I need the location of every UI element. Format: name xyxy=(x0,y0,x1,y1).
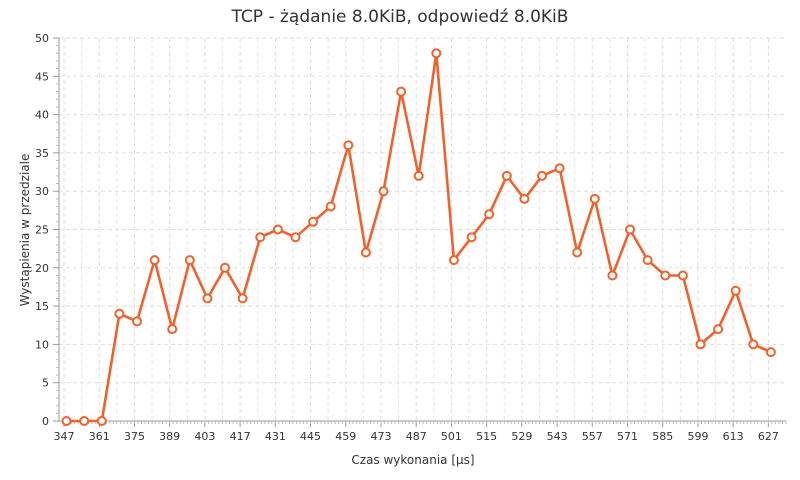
x-axis-label: Czas wykonania [µs] xyxy=(351,453,474,467)
x-tick-label: 529 xyxy=(511,430,532,443)
y-tick-label: 35 xyxy=(35,147,49,160)
data-point xyxy=(202,293,213,304)
x-tick-label: 375 xyxy=(124,430,145,443)
x-tick-label: 431 xyxy=(265,430,286,443)
grid xyxy=(59,37,786,421)
x-tick-label: 361 xyxy=(89,430,110,443)
data-point xyxy=(255,232,266,243)
y-axis-label: Wystąpienia w przedziale xyxy=(18,154,32,307)
data-point xyxy=(184,255,195,266)
data-point xyxy=(96,416,107,426)
data-point xyxy=(237,293,248,304)
data-point xyxy=(272,224,283,235)
x-tick-label: 403 xyxy=(194,430,215,443)
y-tick-label: 25 xyxy=(35,224,49,237)
data-point xyxy=(607,270,618,281)
data-point xyxy=(343,140,354,151)
x-tick-label: 417 xyxy=(230,430,251,443)
data-point xyxy=(325,201,336,212)
data-point xyxy=(378,186,389,197)
data-point xyxy=(660,270,671,281)
x-tick-label: 571 xyxy=(617,430,638,443)
data-point xyxy=(519,193,530,204)
data-point xyxy=(713,324,724,335)
data-point xyxy=(79,416,90,426)
data-point xyxy=(290,232,301,243)
y-tick-label: 30 xyxy=(35,185,49,198)
data-point xyxy=(537,170,547,181)
axes: 0 5 10 15 20 25 30 35 40 45 50 347 361 375 389 403 417 43… xyxy=(35,32,787,443)
data-point xyxy=(448,255,459,266)
data-point xyxy=(625,224,635,235)
y-tick-label: 5 xyxy=(42,377,49,390)
y-tick-label: 15 xyxy=(35,300,49,313)
data-point xyxy=(308,216,319,227)
data-point xyxy=(765,347,776,358)
x-tick-label: 347 xyxy=(54,430,75,443)
data-point xyxy=(589,193,600,204)
series xyxy=(61,48,776,426)
data-point xyxy=(360,247,371,258)
y-tick-label: 20 xyxy=(35,262,49,275)
x-tick-label: 515 xyxy=(476,430,497,443)
y-tick-label: 10 xyxy=(35,338,49,351)
data-point xyxy=(748,339,759,350)
x-tick-label: 543 xyxy=(547,430,568,443)
data-point xyxy=(114,308,125,319)
data-point xyxy=(132,316,142,327)
y-tick-label: 0 xyxy=(42,415,49,428)
x-tick-label: 501 xyxy=(441,430,462,443)
data-point xyxy=(695,339,706,350)
series-line xyxy=(66,51,772,423)
data-point xyxy=(61,416,72,426)
data-point xyxy=(466,232,477,243)
x-tick-label: 613 xyxy=(723,430,744,443)
data-point xyxy=(431,48,442,59)
data-point xyxy=(167,324,178,335)
y-tick-label: 45 xyxy=(35,70,49,83)
data-point xyxy=(149,255,160,266)
data-point xyxy=(484,209,495,220)
x-tick-label: 389 xyxy=(159,430,180,443)
data-point xyxy=(396,86,407,97)
x-tick-label: 445 xyxy=(300,430,321,443)
data-point xyxy=(730,285,741,296)
data-point xyxy=(220,262,230,273)
data-point xyxy=(677,270,688,281)
x-tick-label: 473 xyxy=(370,430,391,443)
x-tick-label: 487 xyxy=(406,430,427,443)
x-tick-label: 557 xyxy=(582,430,603,443)
x-tick-label: 585 xyxy=(652,430,673,443)
data-point xyxy=(554,163,565,174)
chart-title: TCP - żądanie 8.0KiB, odpowiedź 8.0KiB xyxy=(231,7,569,27)
x-tick-label: 599 xyxy=(687,430,708,443)
data-point xyxy=(501,170,512,181)
data-point xyxy=(642,255,653,266)
x-tick-label: 627 xyxy=(758,430,779,443)
x-tick-label: 459 xyxy=(335,430,356,443)
data-point xyxy=(413,170,424,181)
y-tick-label: 40 xyxy=(35,109,49,122)
data-point xyxy=(572,247,583,258)
y-tick-label: 50 xyxy=(35,32,49,45)
